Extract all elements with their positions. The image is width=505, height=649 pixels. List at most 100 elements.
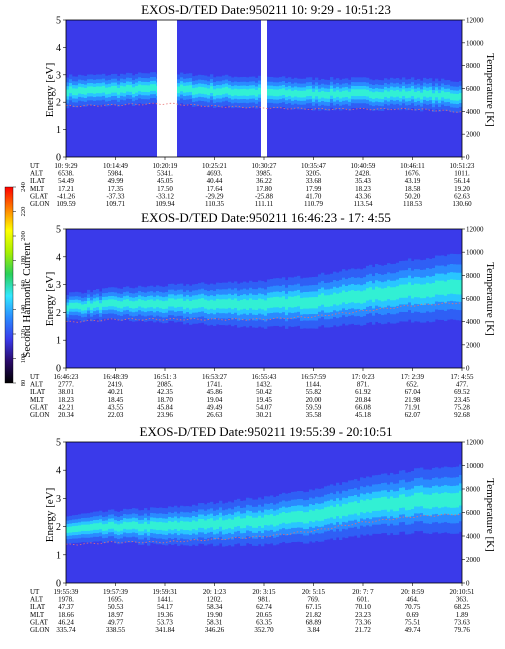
band-cell xyxy=(318,92,322,99)
ephemeris-value: 1978. xyxy=(58,596,74,604)
band-cell xyxy=(282,88,286,96)
band-cell xyxy=(210,518,214,528)
band-cell xyxy=(111,521,115,529)
band-cell xyxy=(267,297,271,309)
band-cell xyxy=(366,499,370,512)
band-cell xyxy=(354,89,358,97)
band-cell xyxy=(225,519,229,530)
band-cell xyxy=(192,88,196,95)
ephemeris-value: 109.94 xyxy=(155,200,175,208)
band-cell xyxy=(294,296,298,308)
band-cell xyxy=(414,492,418,507)
y2-tick-label: 6000 xyxy=(466,85,481,93)
band-cell xyxy=(309,297,313,309)
band-cell xyxy=(444,92,448,99)
band-cell xyxy=(117,524,121,532)
band-cell xyxy=(366,89,370,97)
band-cell xyxy=(363,290,367,303)
band-cell xyxy=(129,85,133,92)
band-cell xyxy=(351,290,355,303)
band-cell xyxy=(120,301,124,309)
band-cell xyxy=(90,524,94,531)
panel-2-plot: 0 1 2 3 4 5 0 2000 4000 6000 8000 10000 12000 UTALTIL… xyxy=(30,225,484,420)
band-cell xyxy=(81,304,85,311)
band-cell xyxy=(147,299,151,308)
band-cell xyxy=(456,93,460,101)
ephemeris-value: 6538. xyxy=(58,170,74,178)
ephemeris-value: 16:55:43 xyxy=(252,373,277,381)
band-cell xyxy=(258,298,262,309)
ephemeris-value: 16:51: 3 xyxy=(153,373,177,381)
band-cell xyxy=(429,283,433,298)
band-cell xyxy=(246,515,250,526)
ephemeris-row-label: ALT xyxy=(30,596,44,604)
ephemeris-value: 55.82 xyxy=(306,388,322,396)
band-cell xyxy=(222,299,226,309)
ephemeris-value: 113.54 xyxy=(354,200,373,208)
band-cell xyxy=(129,522,133,530)
band-cell xyxy=(81,87,85,95)
band-cell xyxy=(72,526,76,533)
colorbar-tick-label: 180 xyxy=(20,256,27,266)
ephemeris-value: 43.55 xyxy=(108,403,124,411)
ephemeris-value: 54.17 xyxy=(157,603,173,611)
band-cell xyxy=(288,512,292,524)
band-cell xyxy=(372,289,376,303)
ephemeris-value: 20.84 xyxy=(355,396,371,404)
band-cell xyxy=(270,88,274,96)
band-cell xyxy=(330,294,334,307)
ephemeris-value: 49.49 xyxy=(207,403,223,411)
band-cell xyxy=(426,90,430,98)
ephemeris-value: 50.42 xyxy=(256,388,272,396)
ephemeris-value: -29.29 xyxy=(205,192,224,200)
band-cell xyxy=(207,300,211,310)
ephemeris-value: 50.20 xyxy=(405,192,421,200)
band-cell xyxy=(90,86,94,94)
band-cell xyxy=(405,284,409,298)
ephemeris-value: 1741. xyxy=(207,381,223,389)
band-cell xyxy=(282,296,286,307)
band-cell xyxy=(132,521,136,529)
band-cell xyxy=(96,300,100,308)
band-cell xyxy=(279,297,283,308)
band-cell xyxy=(204,87,208,95)
band-cell xyxy=(216,298,220,309)
ephemeris-value: 1441. xyxy=(157,596,173,604)
band-cell xyxy=(333,506,337,519)
ephemeris-value: 45.05 xyxy=(157,177,173,185)
ephemeris-value: 18.23 xyxy=(355,185,371,193)
band-cell xyxy=(303,512,307,524)
band-cell xyxy=(168,521,172,530)
band-cell xyxy=(384,90,388,97)
ephemeris-value: -25.88 xyxy=(255,192,274,200)
band-cell xyxy=(150,84,154,91)
band-cell xyxy=(198,298,202,308)
y2-tick-label: 2000 xyxy=(466,341,481,349)
y2-tick-label: 4000 xyxy=(466,108,481,116)
y2-tick-label: 6000 xyxy=(466,509,481,517)
band-cell xyxy=(426,494,430,509)
ephemeris-value: 41.70 xyxy=(306,192,322,200)
ephemeris-value: 10:46:11 xyxy=(400,162,425,170)
band-cell xyxy=(414,91,418,99)
band-cell xyxy=(201,298,205,307)
band-cell xyxy=(105,87,109,95)
band-cell xyxy=(345,291,349,305)
band-cell xyxy=(135,85,139,93)
colorbar-tick-label: 80 xyxy=(20,380,27,387)
ephemeris-value: 21.98 xyxy=(405,396,421,404)
ephemeris-value: 2085. xyxy=(157,381,173,389)
band-cell xyxy=(126,84,130,92)
band-cell xyxy=(450,493,454,508)
ephemeris-value: 19:59:31 xyxy=(153,588,178,596)
band-cell xyxy=(306,297,310,309)
ephemeris-value: 79.76 xyxy=(454,626,470,634)
ephemeris-value: 10:25:21 xyxy=(202,162,227,170)
band-cell xyxy=(78,86,82,94)
band-cell xyxy=(420,92,424,100)
band-cell xyxy=(441,90,445,98)
spectrogram-panel-3: EXOS-D/TED Date:950211 19:55:39 - 20:10:… xyxy=(30,424,496,634)
band-cell xyxy=(435,280,439,295)
band-cell xyxy=(294,89,298,97)
ephemeris-value: 16:46:23 xyxy=(54,373,79,381)
